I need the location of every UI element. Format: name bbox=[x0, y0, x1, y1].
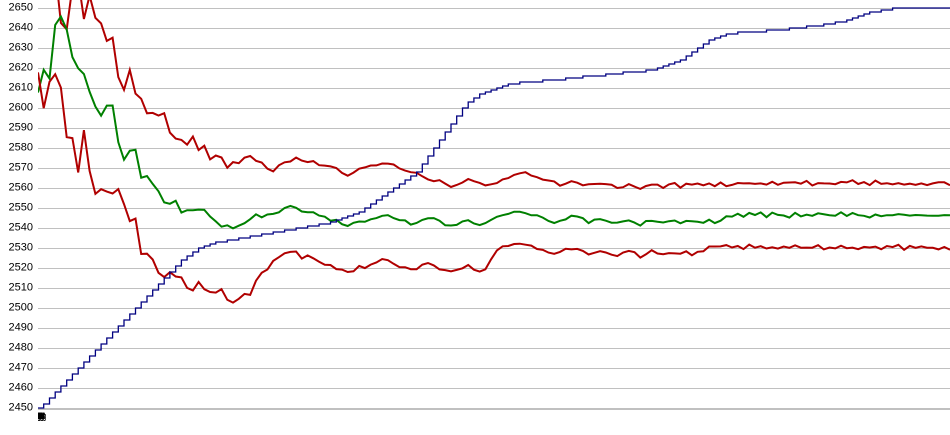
gridline bbox=[38, 168, 950, 169]
series-center-line bbox=[38, 17, 950, 229]
gridlines bbox=[38, 0, 950, 410]
series-lower-band bbox=[38, 72, 950, 302]
gridline bbox=[38, 328, 950, 329]
gridline bbox=[38, 88, 950, 89]
x-axis-tick-label: Aug bbox=[38, 411, 43, 421]
gridline bbox=[38, 268, 950, 269]
gridline bbox=[38, 368, 950, 369]
x-axis-tick-label: 03 bbox=[40, 411, 45, 421]
y-axis-tick-label: 2610 bbox=[8, 81, 33, 94]
y-axis: 2650 2640 2630 2620 2610 2600 2590 2580 2570 2560… bbox=[0, 0, 36, 435]
x-axis-rule bbox=[38, 409, 950, 410]
gridline bbox=[38, 68, 950, 69]
x-axis-tick-label: Aug bbox=[38, 411, 44, 421]
series-cumulative-step bbox=[38, 8, 950, 408]
y-axis-tick-label: 2590 bbox=[8, 121, 33, 134]
gridline bbox=[38, 388, 950, 389]
y-axis-tick-label: 2470 bbox=[8, 361, 33, 374]
x-axis-tick-label: 24 bbox=[38, 411, 40, 422]
y-axis-tick-label: 2550 bbox=[8, 201, 33, 214]
gridline bbox=[38, 248, 950, 249]
gridline bbox=[38, 128, 950, 129]
y-axis-tick-label: 2480 bbox=[8, 341, 33, 354]
gridline bbox=[38, 408, 950, 409]
y-axis-tick-label: 2650 bbox=[8, 1, 33, 14]
x-axis-tick-label: Aug bbox=[38, 411, 41, 421]
y-axis-tick-label: 2500 bbox=[8, 301, 33, 314]
y-axis-tick-label: 2600 bbox=[8, 101, 33, 114]
x-axis-tick-label: Aug bbox=[38, 411, 46, 421]
y-axis-tick-label: 2520 bbox=[8, 261, 33, 274]
y-axis-tick-label: 2640 bbox=[8, 21, 33, 34]
y-axis-tick-label: 2490 bbox=[8, 321, 33, 334]
gridline bbox=[38, 188, 950, 189]
y-axis-tick-label: 2460 bbox=[8, 381, 33, 394]
x-axis-tick-label: RM bbox=[38, 411, 44, 421]
x-axis: RMAug03Aug10Aug17Aug24Aug31Sep07Sep14Sep… bbox=[38, 409, 950, 435]
gridline bbox=[38, 288, 950, 289]
gridline bbox=[38, 348, 950, 349]
gridline bbox=[38, 108, 950, 109]
gridline bbox=[38, 148, 950, 149]
x-axis-tick-label: 10 bbox=[39, 411, 43, 421]
y-axis-tick-label: 2510 bbox=[8, 281, 33, 294]
y-axis-tick-label: 2580 bbox=[8, 141, 33, 154]
y-axis-tick-label: 2530 bbox=[8, 241, 33, 254]
y-axis-tick-label: 2620 bbox=[8, 61, 33, 74]
gridline bbox=[38, 8, 950, 9]
gridline bbox=[38, 208, 950, 209]
series-upper-band bbox=[38, 0, 950, 189]
y-axis-tick-label: 2630 bbox=[8, 41, 33, 54]
series-layer bbox=[38, 0, 950, 410]
y-axis-tick-label: 2540 bbox=[8, 221, 33, 234]
y-axis-tick-label: 2560 bbox=[8, 181, 33, 194]
y-axis-tick-label: 2450 bbox=[8, 401, 33, 414]
x-axis-tick-labels: RMAug03Aug10Aug17Aug24Aug31Sep07Sep14Sep… bbox=[38, 411, 950, 435]
y-axis-tick-label: 2570 bbox=[8, 161, 33, 174]
gridline bbox=[38, 308, 950, 309]
gridline bbox=[38, 48, 950, 49]
gridline bbox=[38, 228, 950, 229]
plot-area bbox=[38, 0, 950, 410]
gridline bbox=[38, 28, 950, 29]
x-axis-tick-label: 17 bbox=[38, 411, 42, 421]
x-axis-tick-label: Aug bbox=[38, 411, 40, 422]
